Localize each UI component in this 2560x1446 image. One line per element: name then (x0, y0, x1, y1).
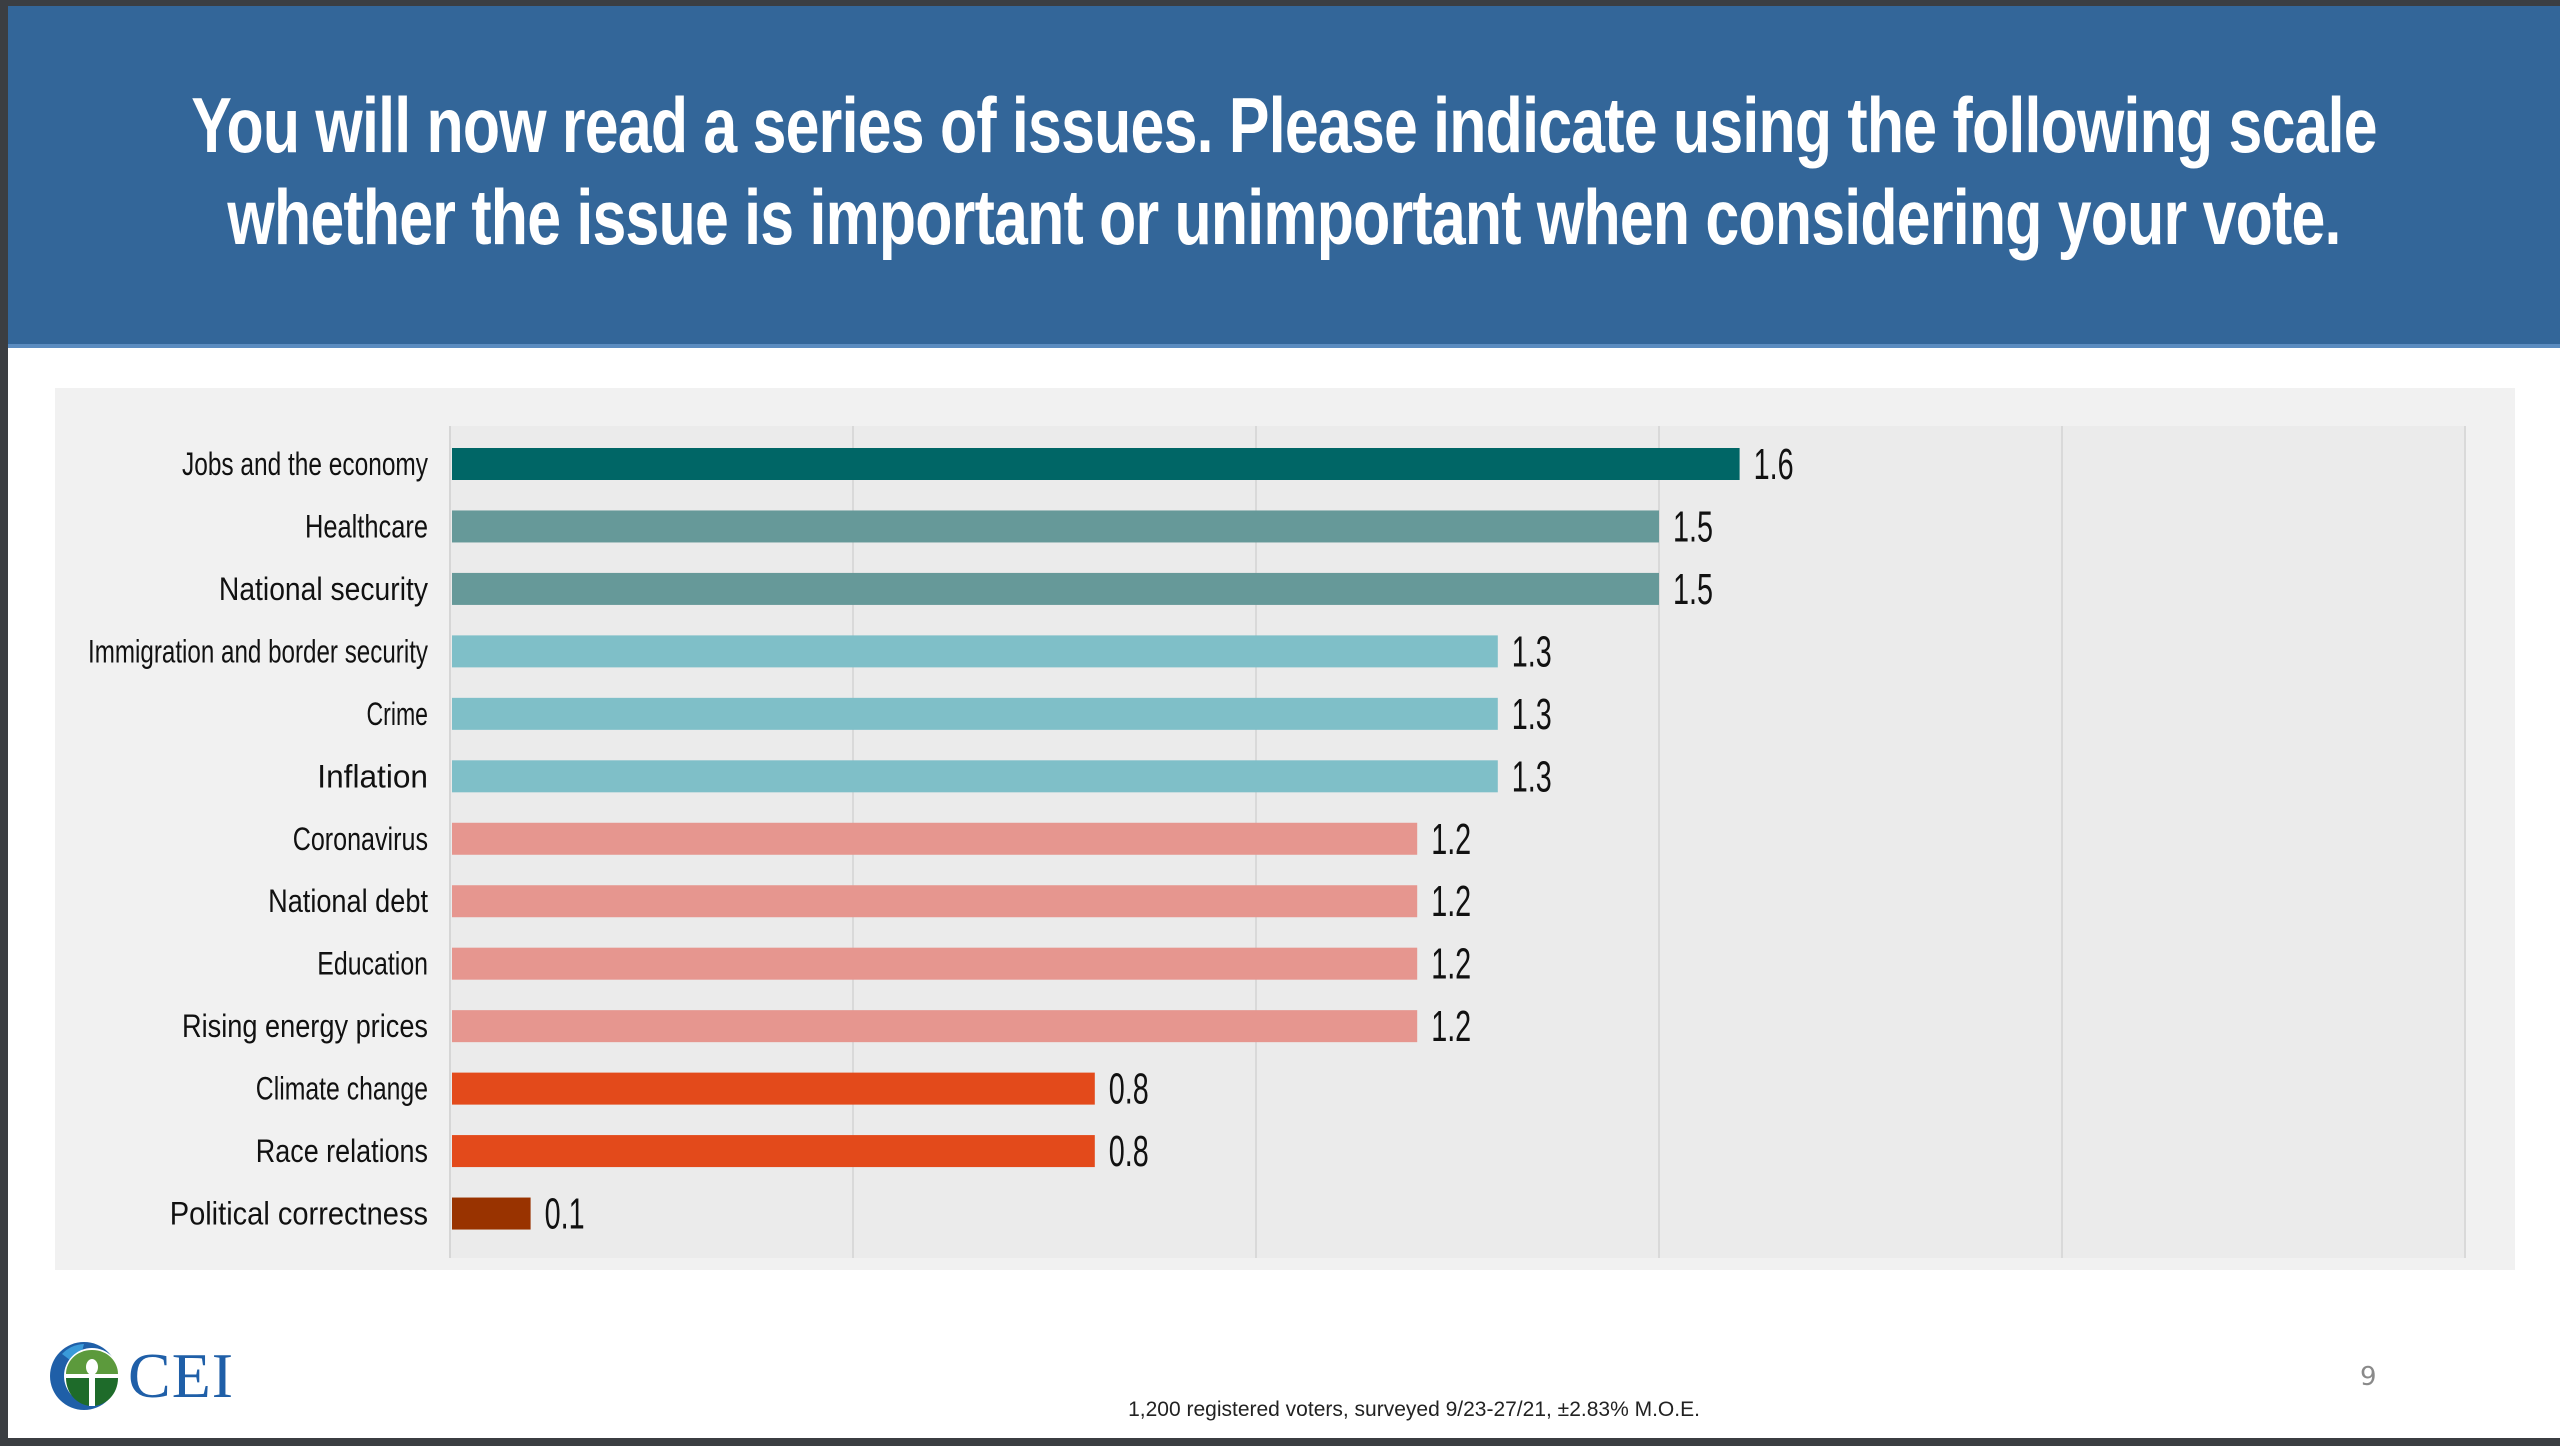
value-label: 1.2 (1431, 877, 1471, 926)
category-label: Race relations (256, 1133, 428, 1169)
logo-text: CEI (128, 1340, 235, 1411)
bar (452, 572, 1659, 605)
value-label: 1.3 (1512, 752, 1552, 801)
bar (452, 635, 1498, 668)
page-number: 9 (2360, 1362, 2377, 1392)
chart-area: Jobs and the economy 1.6 Healthcare 1.5 Nati… (55, 388, 2515, 1270)
category-label: National security (219, 571, 428, 607)
value-label: 1.6 (1754, 440, 1794, 489)
bar (452, 1197, 531, 1230)
category-label: Healthcare (305, 508, 428, 544)
value-label: 1.3 (1512, 627, 1552, 676)
value-label: 1.2 (1431, 815, 1471, 864)
value-label: 1.5 (1673, 565, 1713, 614)
value-label: 1.3 (1512, 690, 1552, 739)
bar (452, 448, 1740, 480)
slide-title: You will now read a series of issues. Pl… (191, 79, 2377, 263)
title-line-2: whether the issue is important or unimpo… (227, 173, 2341, 261)
value-label: 1.2 (1431, 1002, 1471, 1051)
bar (452, 1135, 1095, 1168)
bar (452, 822, 1418, 855)
bar (452, 947, 1418, 980)
bar (452, 885, 1418, 918)
category-label: Inflation (317, 758, 428, 794)
value-label: 0.8 (1109, 1065, 1149, 1114)
header-banner: You will now read a series of issues. Pl… (8, 6, 2560, 348)
category-label: National debt (268, 883, 428, 919)
bar (452, 1072, 1095, 1105)
category-label: Education (317, 946, 428, 982)
bar-chart: Jobs and the economy 1.6 Healthcare 1.5 Nati… (88, 426, 2466, 1258)
bar (452, 697, 1498, 730)
cei-logo: CEI (48, 1336, 234, 1416)
value-label: 0.1 (545, 1190, 585, 1239)
bar (452, 510, 1659, 543)
category-label: Political correctness (170, 1196, 428, 1232)
title-line-1: You will now read a series of issues. Pl… (191, 81, 2377, 169)
category-label: Immigration and border security (88, 633, 428, 669)
category-label: Crime (367, 696, 429, 732)
value-label: 0.8 (1109, 1127, 1149, 1176)
category-label: Climate change (256, 1071, 428, 1107)
survey-footnote: 1,200 registered voters, surveyed 9/23-2… (1128, 1398, 1700, 1421)
value-label: 1.5 (1673, 502, 1713, 551)
bar (452, 1010, 1418, 1043)
value-label: 1.2 (1431, 940, 1471, 989)
category-label: Rising energy prices (182, 1008, 428, 1044)
cei-logo-icon (50, 1342, 120, 1410)
category-label: Coronavirus (293, 821, 428, 857)
slide: You will now read a series of issues. Pl… (8, 6, 2560, 1438)
category-label: Jobs and the economy (182, 446, 428, 482)
bar (452, 760, 1498, 793)
